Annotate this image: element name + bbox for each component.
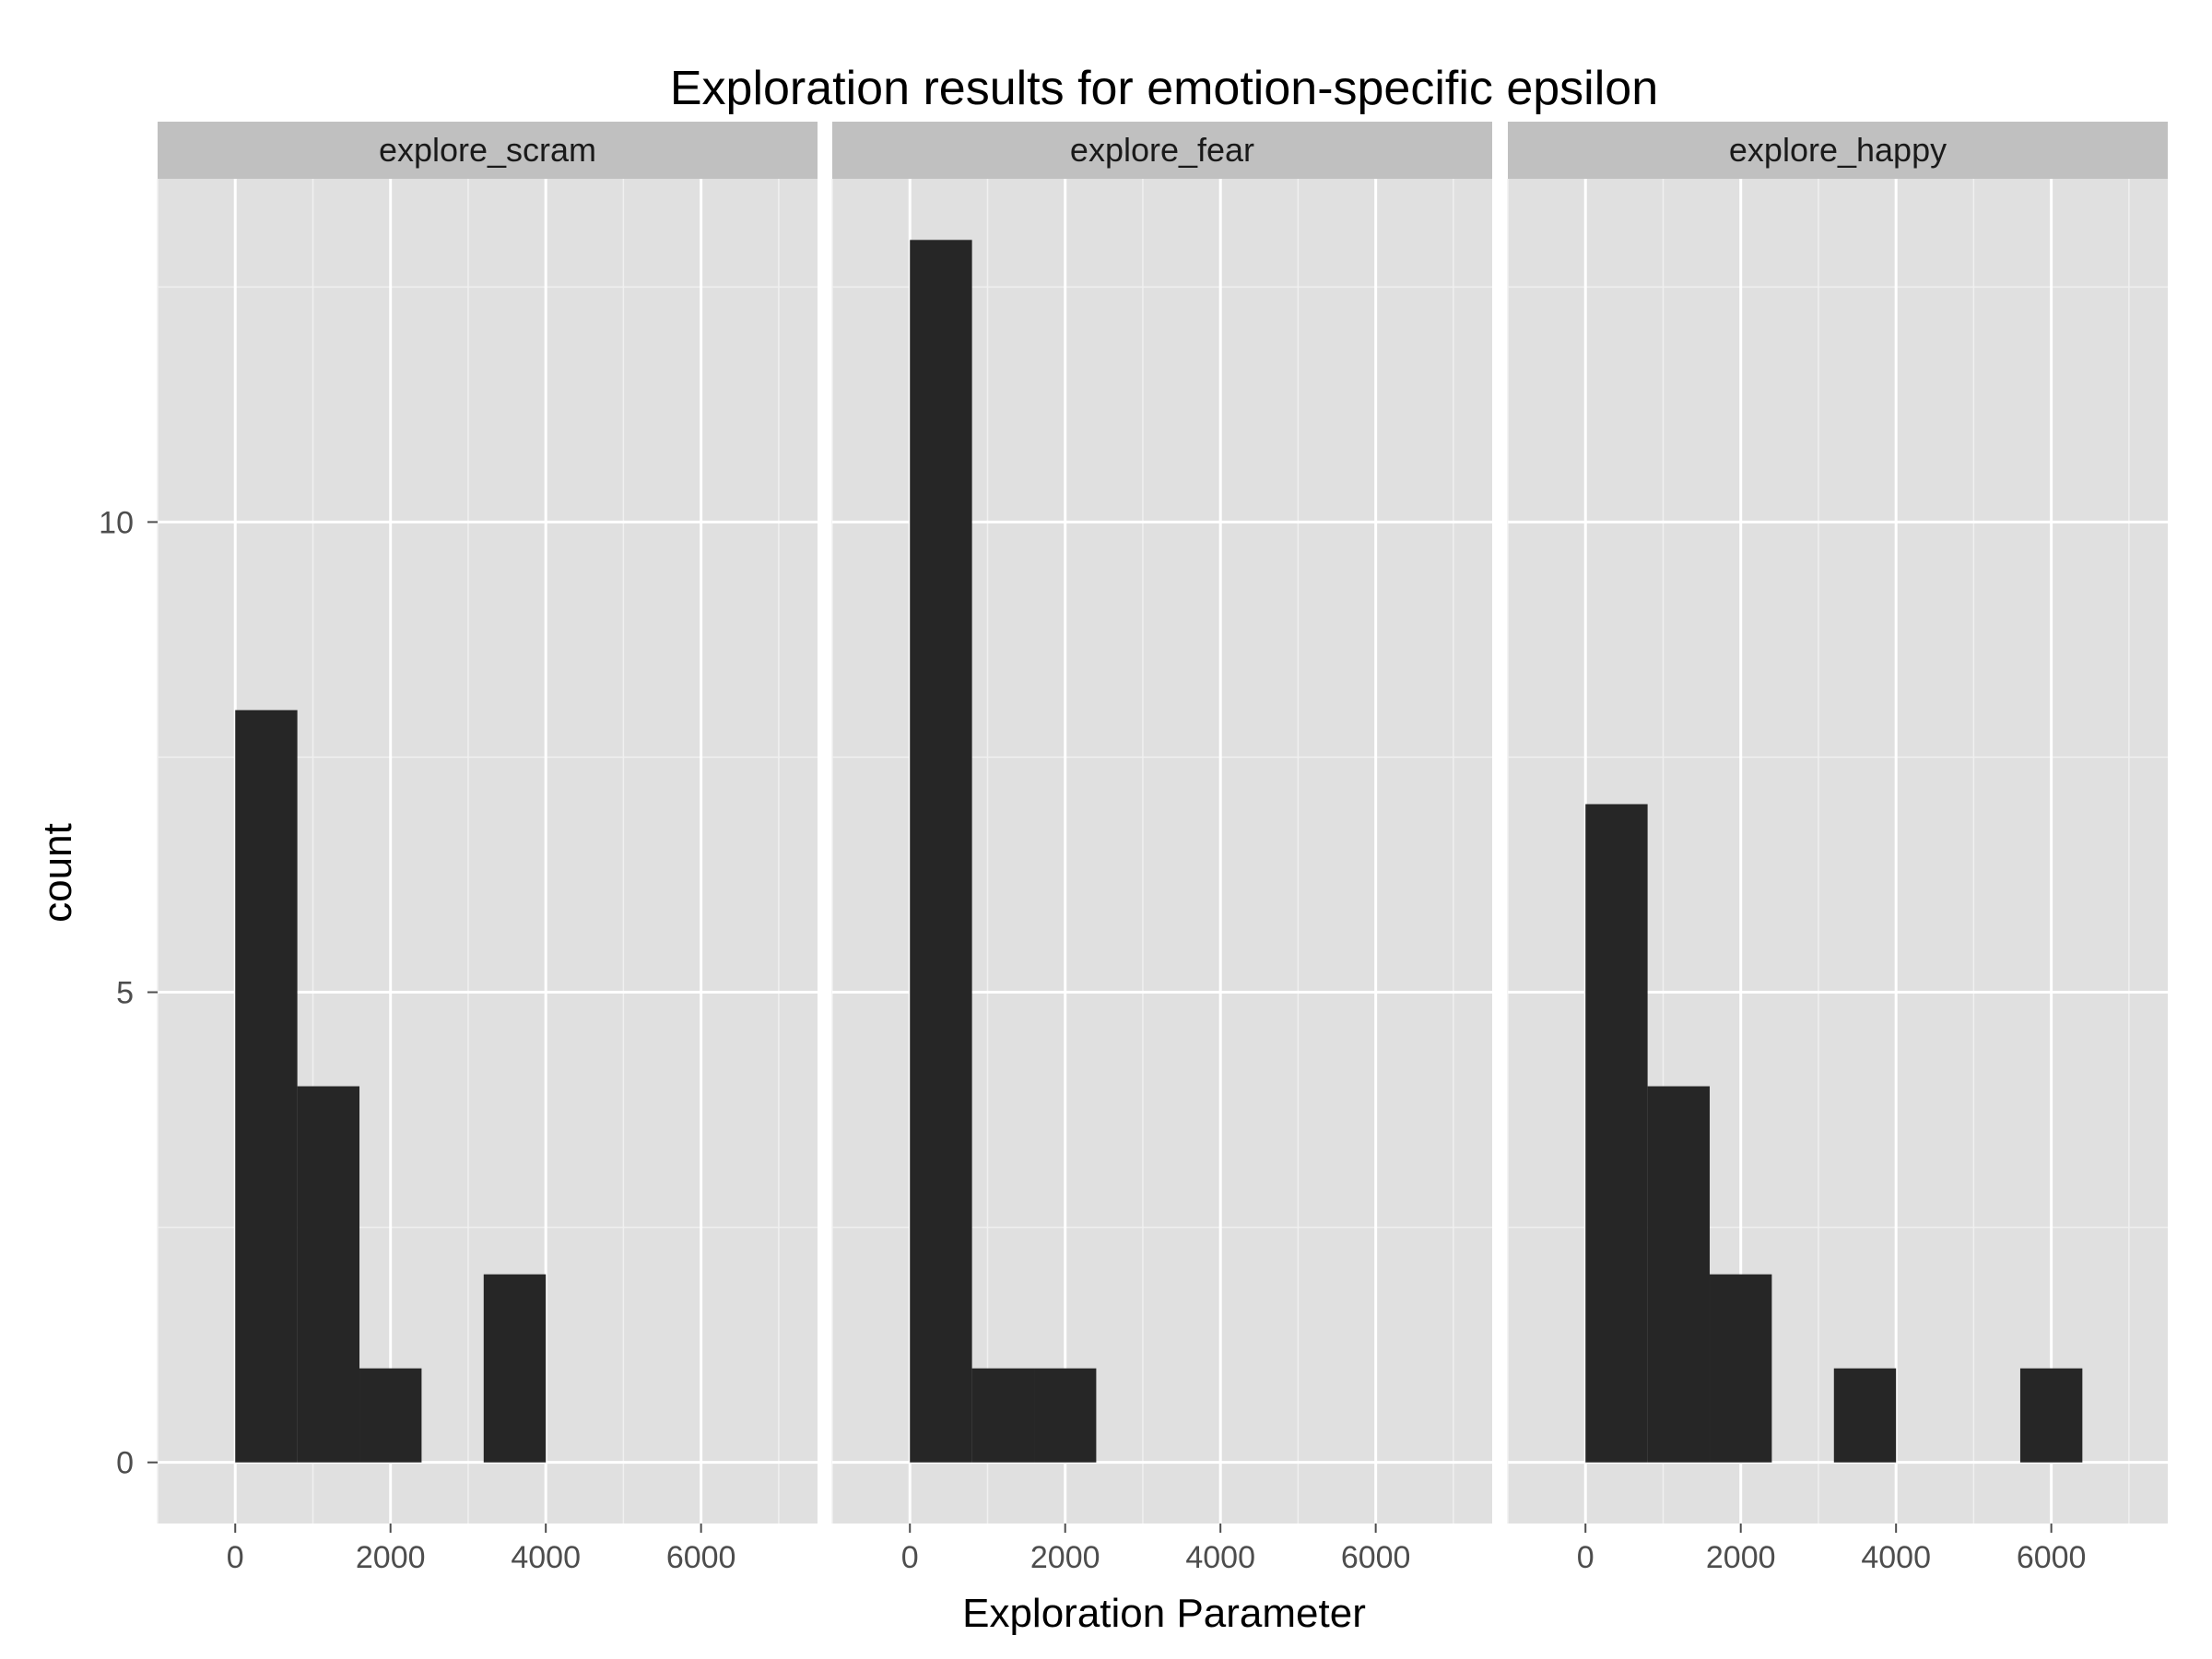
y-tick-label: 5 [116, 976, 134, 1011]
y-axis-title: count [35, 823, 80, 923]
histogram-bar [1833, 1368, 1897, 1463]
chart-title: Exploration results for emotion-specific… [670, 62, 1658, 115]
facet-panels: explore_scram 0 2000 4000 6000 explore_fear 0 2… [157, 122, 2168, 1575]
histogram-bar [1034, 1368, 1097, 1463]
x-tick-label: 0 [1577, 1540, 1594, 1575]
facet-strip [158, 122, 818, 179]
x-tick-label: 6000 [1341, 1540, 1411, 1575]
y-tick-label: 0 [116, 1446, 134, 1481]
histogram-bar [971, 1368, 1035, 1463]
histogram-bar [910, 240, 972, 1463]
x-tick-label: 0 [901, 1540, 919, 1575]
facet-strip [1508, 122, 2168, 179]
x-tick-label: 4000 [1185, 1540, 1255, 1575]
x-tick-label: 2000 [1030, 1540, 1100, 1575]
y-tick-label: 10 [99, 505, 134, 540]
histogram-bar [483, 1274, 547, 1463]
x-tick-label: 6000 [2017, 1540, 2087, 1575]
x-tick-label: 6000 [666, 1540, 736, 1575]
x-tick-label: 4000 [1861, 1540, 1931, 1575]
histogram-bar [297, 1086, 360, 1463]
histogram-bar [235, 710, 298, 1463]
facet-strip [832, 122, 1492, 179]
histogram-bar [2019, 1368, 2083, 1463]
x-axis-title: Exploration Parameter [962, 1591, 1366, 1636]
x-tick-label: 4000 [511, 1540, 581, 1575]
histogram-bar [359, 1368, 422, 1463]
histogram-bar [1585, 804, 1648, 1463]
facet-strip-label: explore_fear [1070, 131, 1254, 169]
x-tick-label: 2000 [1706, 1540, 1776, 1575]
facet-panel: explore_scram 0 2000 4000 6000 [157, 122, 818, 1575]
y-axis: 0 5 10 [99, 505, 158, 1481]
x-tick-label: 0 [227, 1540, 244, 1575]
facet-strip-label: explore_scram [379, 131, 596, 169]
histogram-bar [1647, 1086, 1711, 1463]
facet-panel: explore_fear 0 2000 4000 6000 [831, 122, 1492, 1575]
histogram-bar [1710, 1274, 1772, 1463]
x-tick-label: 2000 [356, 1540, 426, 1575]
facet-strip-label: explore_happy [1729, 131, 1947, 169]
facet-panel: explore_happy 0 2000 4000 6000 [1507, 122, 2168, 1575]
